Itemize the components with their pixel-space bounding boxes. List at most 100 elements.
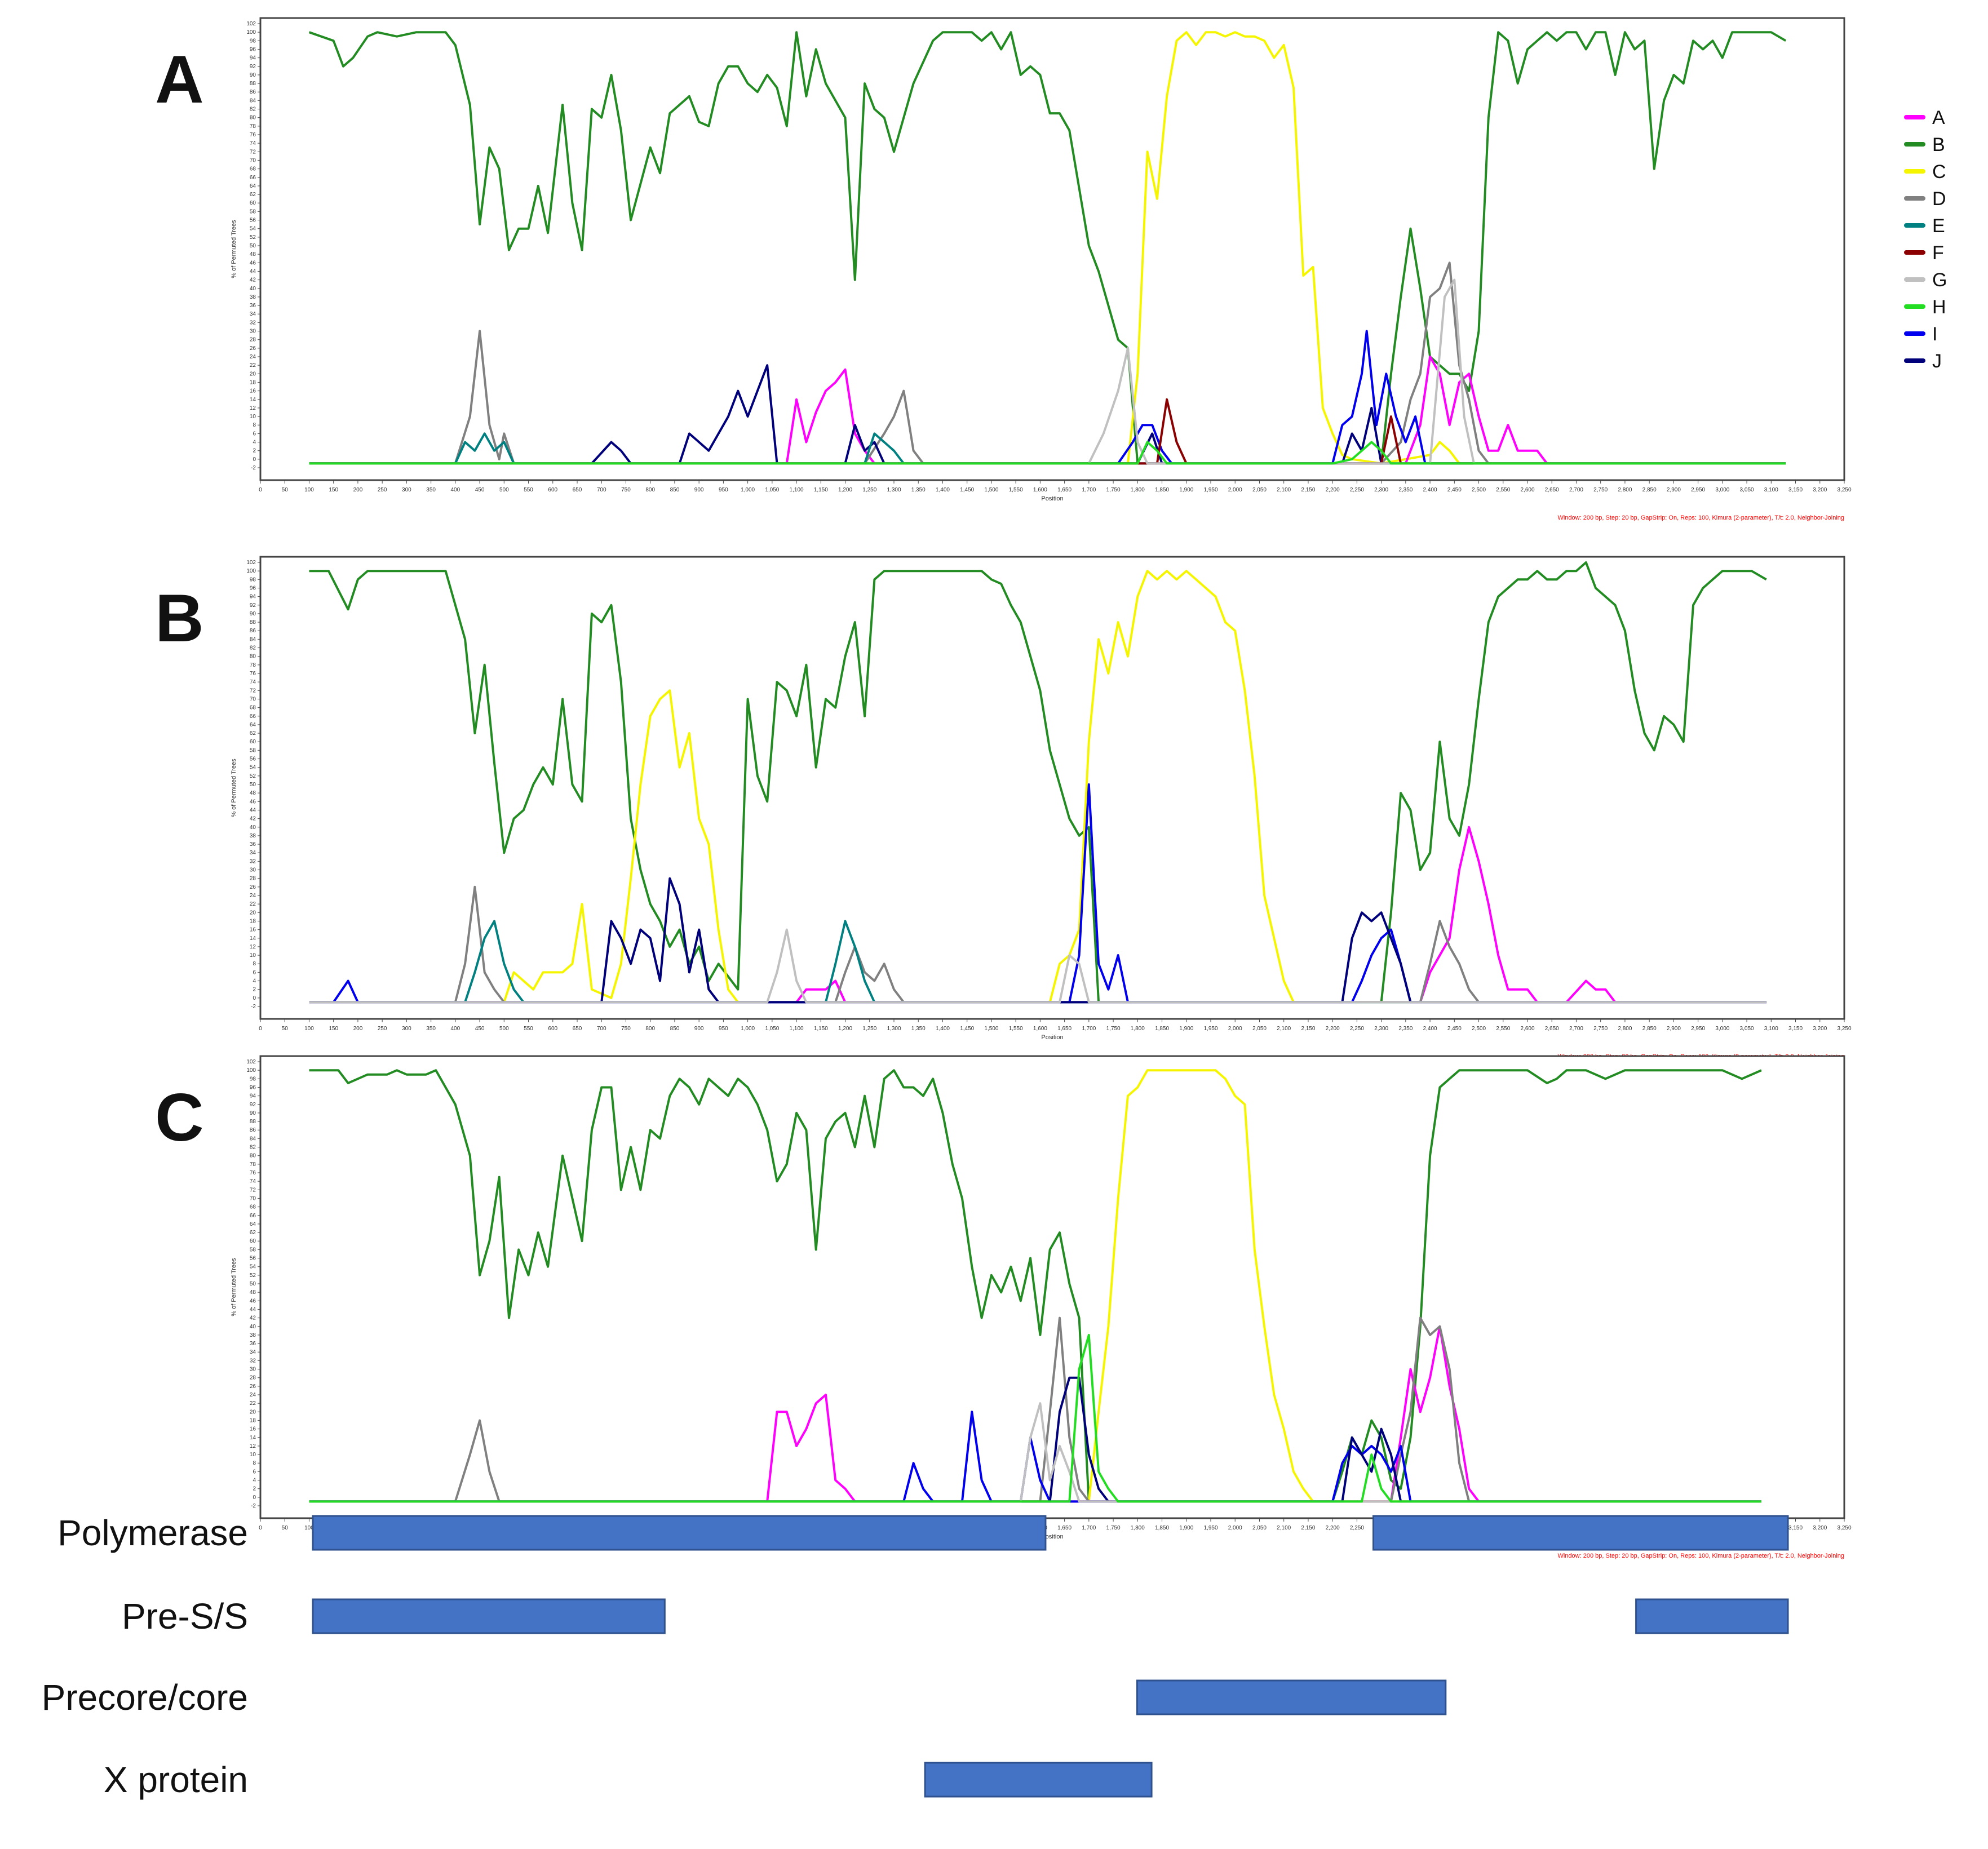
x-tick-label: 650 [573, 1026, 582, 1032]
x-tick-label: 2,550 [1496, 1026, 1510, 1032]
y-tick-label: -2 [251, 465, 256, 471]
x-tick-label: 850 [670, 1026, 680, 1032]
y-tick-label: 78 [250, 123, 256, 130]
y-tick-label: 84 [250, 97, 256, 104]
x-tick-label: 3,250 [1837, 487, 1851, 493]
plot-frame [259, 1055, 1845, 1519]
series-line-D [309, 1316, 1761, 1503]
y-tick-label: 28 [250, 876, 256, 882]
series-line-A [309, 826, 1766, 1004]
x-tick-label: 1,350 [911, 1026, 926, 1032]
x-tick-label: 350 [426, 1026, 436, 1032]
gene-bar [1635, 1598, 1789, 1634]
y-tick-label: 4 [253, 440, 256, 446]
series-line-D [309, 885, 1766, 1004]
x-tick-label: 1,150 [814, 487, 828, 493]
panel-letter: A [155, 42, 204, 117]
x-tick-label: 2,600 [1520, 1026, 1534, 1032]
y-tick-label: 52 [250, 773, 256, 779]
x-tick-label: 1,700 [1082, 1525, 1096, 1531]
y-tick-label: 22 [250, 901, 256, 907]
x-tick-label: 1,250 [862, 487, 876, 493]
x-tick-label: 2,200 [1326, 1525, 1340, 1531]
x-tick-label: 2,150 [1301, 1026, 1315, 1032]
x-tick-label: 2,850 [1642, 487, 1657, 493]
x-tick-label: 200 [353, 487, 363, 493]
x-tick-label: 1,050 [765, 487, 779, 493]
x-tick-label: 1,550 [1009, 1026, 1023, 1032]
x-tick-label: 1,900 [1179, 487, 1193, 493]
x-tick-label: 1,400 [936, 487, 950, 493]
x-tick-label: 750 [621, 1026, 631, 1032]
y-tick-label: 82 [250, 1145, 256, 1151]
y-tick-label: 54 [250, 226, 256, 232]
y-tick-label: 86 [250, 1127, 256, 1133]
y-tick-label: 68 [250, 166, 256, 172]
y-tick-label: 92 [250, 64, 256, 70]
gene-label: Pre-S/S [122, 1596, 248, 1637]
x-tick-label: 2,400 [1423, 1026, 1437, 1032]
y-tick-label: 18 [250, 379, 256, 385]
y-tick-label: 68 [250, 1204, 256, 1211]
y-tick-label: 66 [250, 713, 256, 720]
y-tick-label: 58 [250, 1247, 256, 1253]
y-tick-label: 12 [250, 405, 256, 411]
x-tick-label: 1,650 [1057, 487, 1072, 493]
y-tick-label: 58 [250, 747, 256, 753]
x-tick-label: 3,200 [1813, 1026, 1827, 1032]
x-tick-label: 2,000 [1228, 1026, 1242, 1032]
gene-label: Precore/core [42, 1677, 248, 1718]
y-tick-label: 48 [250, 251, 256, 258]
y-tick-label: 98 [250, 577, 256, 583]
panel-C: C-20246810121416182022242628303234363840… [155, 1055, 1852, 1559]
y-tick-label: 66 [250, 175, 256, 181]
y-tick-label: 26 [250, 1384, 256, 1390]
x-tick-label: 2,050 [1252, 1525, 1267, 1531]
x-tick-label: 2,600 [1520, 487, 1534, 493]
y-tick-label: 46 [250, 799, 256, 805]
y-tick-label: 88 [250, 81, 256, 87]
x-tick-label: 1,700 [1082, 1026, 1096, 1032]
x-tick-label: 3,050 [1740, 487, 1754, 493]
y-tick-label: 38 [250, 1332, 256, 1338]
x-tick-label: 2,350 [1398, 1026, 1413, 1032]
y-tick-label: 0 [253, 456, 256, 463]
y-tick-label: 2 [253, 448, 256, 454]
y-tick-label: 36 [250, 1341, 256, 1347]
y-tick-label: 34 [250, 1349, 256, 1355]
x-tick-label: 2,000 [1228, 487, 1242, 493]
y-tick-label: 0 [253, 1495, 256, 1501]
x-tick-label: 1,350 [911, 487, 926, 493]
y-tick-label: 90 [250, 1110, 256, 1116]
x-tick-label: 2,650 [1545, 1026, 1559, 1032]
y-tick-label: 4 [253, 978, 256, 985]
x-tick-label: 2,650 [1545, 487, 1559, 493]
y-axis-title: % of Permuted Trees [231, 1258, 237, 1316]
analysis-note: Window: 200 bp, Step: 20 bp, GapStrip: O… [1558, 515, 1845, 521]
x-tick-label: 2,450 [1447, 487, 1462, 493]
x-tick-label: 2,100 [1277, 1525, 1291, 1531]
y-tick-label: 50 [250, 782, 256, 788]
x-tick-label: 2,700 [1569, 1026, 1583, 1032]
y-tick-label: 34 [250, 311, 256, 317]
gene-map: Polymerase Pre-S/S Precore/core X protein [42, 1513, 1789, 1800]
y-tick-label: 74 [250, 1178, 256, 1185]
x-tick-label: 600 [548, 487, 557, 493]
y-tick-label: 26 [250, 345, 256, 352]
y-tick-label: 2 [253, 987, 256, 993]
x-tick-label: 1,800 [1131, 1525, 1145, 1531]
y-tick-label: 76 [250, 671, 256, 677]
y-tick-label: 60 [250, 200, 256, 206]
y-tick-label: 94 [250, 1093, 256, 1099]
x-tick-label: 550 [524, 487, 533, 493]
x-tick-label: 2,250 [1350, 487, 1364, 493]
y-tick-label: 74 [250, 140, 256, 147]
y-tick-label: 54 [250, 765, 256, 771]
y-tick-label: 20 [250, 371, 256, 377]
y-tick-label: 48 [250, 790, 256, 796]
x-tick-label: 2,200 [1326, 1026, 1340, 1032]
y-tick-label: 80 [250, 1153, 256, 1159]
x-tick-label: 100 [304, 1026, 314, 1032]
y-tick-label: 78 [250, 1161, 256, 1168]
